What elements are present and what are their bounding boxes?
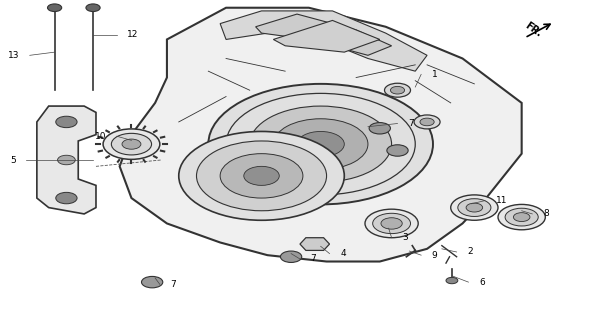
Circle shape	[179, 132, 345, 220]
Circle shape	[381, 218, 402, 229]
Polygon shape	[220, 11, 427, 71]
Circle shape	[56, 192, 77, 204]
Polygon shape	[37, 106, 96, 214]
Circle shape	[208, 84, 433, 204]
Polygon shape	[273, 20, 380, 52]
Text: 11: 11	[495, 196, 507, 205]
Circle shape	[141, 276, 163, 288]
Text: 4: 4	[340, 249, 346, 258]
Text: 7: 7	[170, 280, 176, 289]
Circle shape	[297, 132, 345, 157]
Circle shape	[372, 213, 410, 234]
Text: FR.: FR.	[523, 21, 544, 39]
Circle shape	[414, 115, 440, 129]
Text: 5: 5	[10, 156, 15, 164]
Circle shape	[498, 204, 545, 230]
Circle shape	[446, 277, 458, 284]
Text: 7: 7	[311, 254, 317, 263]
Circle shape	[103, 129, 160, 159]
Text: 10: 10	[94, 132, 106, 141]
Circle shape	[197, 141, 327, 211]
Polygon shape	[119, 8, 522, 261]
Polygon shape	[300, 238, 330, 251]
Text: 3: 3	[402, 233, 408, 242]
Circle shape	[280, 251, 302, 262]
Circle shape	[451, 195, 498, 220]
Text: 8: 8	[543, 209, 549, 219]
Text: 13: 13	[8, 51, 19, 60]
Circle shape	[86, 4, 100, 12]
Circle shape	[384, 83, 410, 97]
Circle shape	[420, 118, 434, 126]
Circle shape	[220, 154, 303, 198]
Circle shape	[111, 133, 151, 155]
Text: 9: 9	[432, 251, 438, 260]
Circle shape	[458, 199, 491, 216]
Text: 12: 12	[127, 30, 138, 39]
Text: 7: 7	[408, 119, 414, 128]
Polygon shape	[255, 14, 391, 55]
Circle shape	[48, 4, 62, 12]
Text: 1: 1	[432, 70, 438, 79]
Circle shape	[387, 145, 408, 156]
Circle shape	[505, 208, 538, 226]
Circle shape	[369, 123, 390, 134]
Text: 6: 6	[479, 278, 485, 287]
Circle shape	[249, 106, 391, 182]
Circle shape	[390, 86, 405, 94]
Circle shape	[365, 209, 418, 238]
Circle shape	[466, 203, 483, 212]
Circle shape	[513, 213, 530, 221]
Circle shape	[244, 166, 279, 185]
Circle shape	[58, 155, 75, 165]
Circle shape	[56, 116, 77, 128]
Circle shape	[273, 119, 368, 170]
Text: 2: 2	[467, 247, 473, 257]
Circle shape	[122, 139, 141, 149]
